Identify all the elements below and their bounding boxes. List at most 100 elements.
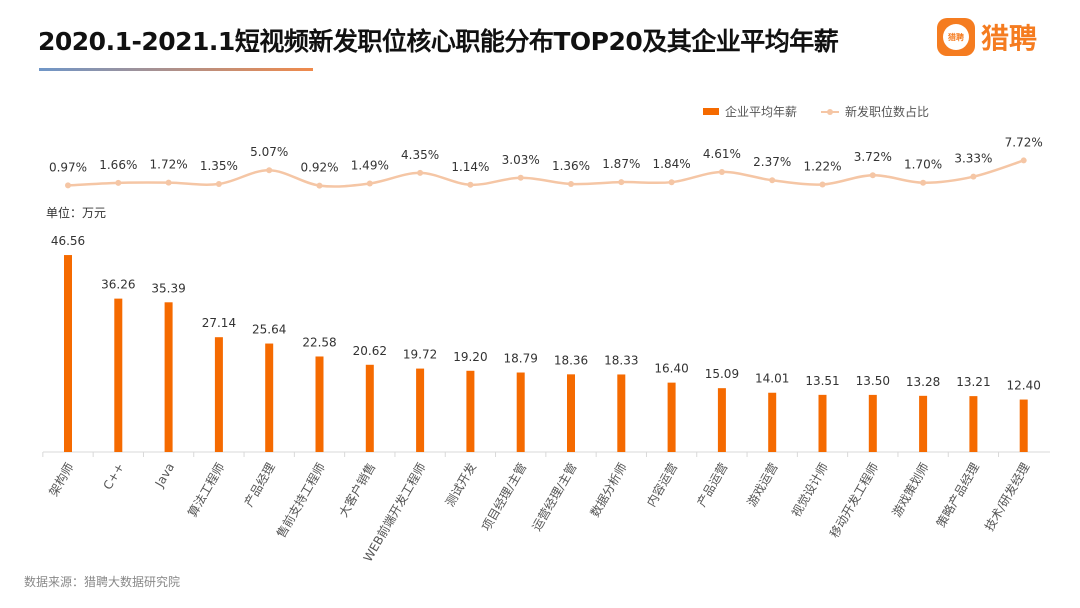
line-point bbox=[970, 173, 977, 180]
x-tick-label: 内容运营 bbox=[643, 460, 680, 509]
bar bbox=[667, 382, 676, 452]
line-point bbox=[869, 172, 876, 179]
logo: 猎聘 猎聘 bbox=[937, 17, 1037, 57]
line-point bbox=[718, 168, 725, 175]
line-value-label: 2.37% bbox=[753, 155, 791, 169]
title-underline bbox=[39, 68, 313, 71]
bar bbox=[214, 337, 223, 452]
bar-value-label: 19.20 bbox=[453, 350, 487, 364]
bar bbox=[818, 394, 827, 452]
bar-value-label: 18.33 bbox=[604, 353, 638, 367]
line-value-label: 3.33% bbox=[954, 152, 992, 166]
bar bbox=[416, 368, 425, 452]
bar-value-label: 46.56 bbox=[51, 234, 85, 248]
line-point bbox=[215, 181, 222, 188]
line-value-label: 4.61% bbox=[703, 147, 741, 161]
line-point bbox=[920, 179, 927, 186]
logo-icon-text: 猎聘 bbox=[943, 24, 969, 50]
page-title: 2020.1-2021.1短视频新发职位核心职能分布TOP20及其企业平均年薪 bbox=[38, 27, 839, 56]
logo-text: 猎聘 bbox=[981, 22, 1038, 55]
line-point bbox=[65, 182, 71, 189]
line-point bbox=[517, 174, 524, 181]
bar-value-label: 15.09 bbox=[705, 367, 739, 381]
bar-value-label: 19.72 bbox=[403, 348, 437, 362]
bar-value-label: 18.79 bbox=[504, 352, 538, 366]
x-tick-label: 移动开发工程师 bbox=[826, 460, 881, 540]
line-value-label: 1.22% bbox=[803, 159, 841, 173]
bar-value-label: 20.62 bbox=[353, 344, 387, 358]
line-point bbox=[165, 179, 172, 186]
x-tick-label: 架构师 bbox=[46, 460, 77, 499]
bar-value-label: 27.14 bbox=[202, 316, 236, 330]
line-value-label: 7.72% bbox=[1005, 135, 1043, 149]
line-point bbox=[668, 179, 675, 186]
line-value-label: 3.03% bbox=[502, 153, 540, 167]
line-value-label: 0.92% bbox=[300, 161, 338, 175]
bar bbox=[868, 394, 877, 452]
line-value-label: 4.35% bbox=[401, 148, 439, 162]
bar-value-label: 13.50 bbox=[856, 374, 890, 388]
bar-value-label: 36.26 bbox=[101, 278, 135, 292]
bar bbox=[1019, 399, 1028, 452]
x-tick-label: 产品运营 bbox=[694, 461, 730, 510]
line-value-label: 1.14% bbox=[451, 160, 489, 174]
bar bbox=[466, 370, 475, 452]
x-tick-label: 技术/研发经理 bbox=[981, 460, 1032, 533]
bar-value-label: 14.01 bbox=[755, 372, 789, 386]
legend-bar-label: 企业平均年薪 bbox=[725, 105, 798, 119]
line-value-label: 5.07% bbox=[250, 145, 288, 159]
bar-value-label: 13.51 bbox=[805, 374, 839, 388]
line-value-label: 1.70% bbox=[904, 158, 942, 172]
line-value-label: 1.35% bbox=[200, 159, 238, 173]
line-point bbox=[467, 181, 474, 188]
x-tick-label: 策略产品经理 bbox=[933, 460, 982, 530]
legend-bar-swatch bbox=[703, 108, 719, 115]
x-tick-label: 产品经理 bbox=[242, 461, 278, 510]
legend: 企业平均年薪 新发职位数占比 bbox=[703, 103, 929, 120]
line-value-label: 1.36% bbox=[552, 159, 590, 173]
line-point bbox=[266, 167, 273, 174]
bar bbox=[919, 395, 928, 452]
bar bbox=[516, 372, 525, 452]
line-point bbox=[115, 179, 122, 186]
line-point bbox=[1020, 157, 1027, 164]
bar bbox=[315, 356, 324, 452]
x-tick-label: 数据分析师 bbox=[587, 460, 630, 519]
line-value-label: 1.66% bbox=[99, 158, 137, 172]
line-series bbox=[67, 159, 1025, 188]
bar bbox=[114, 298, 123, 452]
bar-value-label: 18.36 bbox=[554, 353, 588, 367]
bar-value-label: 35.39 bbox=[151, 281, 185, 295]
line-point bbox=[316, 182, 323, 189]
line-point bbox=[568, 180, 574, 187]
x-tick-label: 大客户销售 bbox=[335, 460, 378, 519]
bar bbox=[567, 374, 575, 452]
line-point bbox=[769, 177, 776, 184]
bar-value-label: 13.21 bbox=[956, 375, 990, 389]
x-tick-label: Java bbox=[152, 461, 177, 491]
x-tick-label: 测试开发 bbox=[442, 460, 479, 509]
bar bbox=[617, 374, 626, 452]
x-tick-label: 售前支持工程师 bbox=[273, 460, 328, 540]
legend-line-label: 新发职位数占比 bbox=[845, 105, 930, 119]
line-point bbox=[618, 179, 625, 186]
bar-value-label: 22.58 bbox=[302, 335, 336, 349]
x-tick-label: 项目经理/主管 bbox=[478, 460, 529, 533]
line-point bbox=[417, 169, 424, 176]
x-tick-label: 运营经理/主管 bbox=[529, 460, 580, 533]
line-value-label: 0.97% bbox=[49, 160, 87, 174]
x-tick-label: 游戏运营 bbox=[745, 461, 781, 510]
x-tick-label: C++ bbox=[101, 461, 127, 493]
bar bbox=[969, 396, 978, 452]
data-source: 数据来源：猎聘大数据研究院 bbox=[24, 575, 181, 589]
line-point bbox=[366, 180, 373, 187]
bar-value-label: 12.40 bbox=[1007, 379, 1041, 393]
x-tick-label: 游戏策划师 bbox=[890, 461, 932, 520]
bar bbox=[768, 392, 777, 452]
bar-value-label: 25.64 bbox=[252, 323, 286, 337]
bar-value-label: 16.40 bbox=[654, 362, 688, 376]
x-tick-label: 视觉设计师 bbox=[788, 460, 831, 519]
bar bbox=[365, 364, 374, 452]
